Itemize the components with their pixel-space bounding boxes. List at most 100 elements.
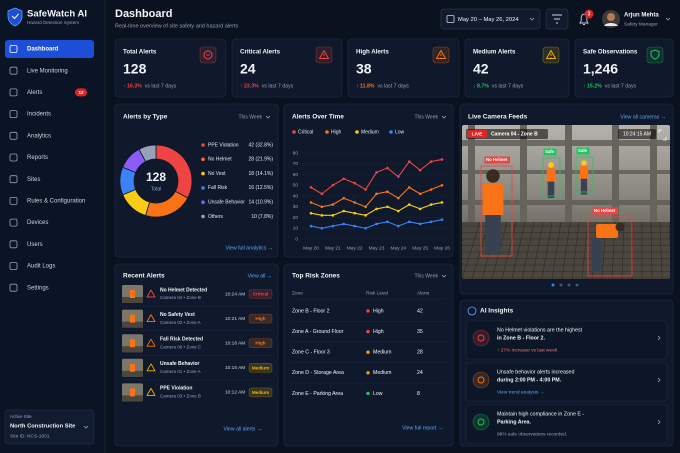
kpi-caption: vs last 7 days: [262, 83, 294, 89]
nav-icon: [9, 240, 18, 249]
camera-feed[interactable]: No Helmet Safe Safe No Helmet LIVE Camera 04 …: [462, 125, 672, 279]
legend-swatch: [201, 214, 205, 219]
chart-period[interactable]: This Week: [238, 114, 262, 120]
insight-item[interactable]: [465, 404, 668, 444]
detection-label-bg: [592, 207, 618, 215]
logo: [7, 7, 23, 27]
app-tagline: Hazard Detection System: [27, 20, 79, 25]
legend-value: 10 (7.8%): [251, 214, 273, 220]
kpi-change: ↓ 8.7%: [473, 83, 489, 89]
kpi-caption: vs last 7 days: [605, 83, 637, 89]
scene-column: [612, 125, 619, 235]
chart-period[interactable]: This Week: [414, 114, 438, 120]
carousel-dot[interactable]: [567, 283, 571, 287]
site-id: Site ID: NCS-1001: [10, 433, 50, 439]
line-point: [320, 192, 324, 196]
alert-time: 10:24 AM: [225, 291, 245, 297]
alert-time: 10:18 AM: [225, 340, 245, 346]
line-point: [386, 166, 389, 170]
detection-box: [587, 216, 633, 277]
card-footer-link[interactable]: View all alerts →: [223, 426, 262, 432]
nav-item[interactable]: Analytics: [27, 133, 51, 139]
kpi-icon: [319, 50, 329, 59]
nav-item[interactable]: Alerts: [27, 90, 42, 96]
kpi-card: [574, 38, 674, 98]
risk-level: High: [373, 329, 384, 335]
nav-item[interactable]: Live Monitoring: [27, 68, 68, 74]
site-card[interactable]: [4, 409, 95, 445]
worker-vest: [546, 168, 556, 182]
nav-icon: [9, 153, 18, 162]
rebar: [571, 221, 580, 279]
alert-icon: [146, 289, 156, 298]
card-period[interactable]: This Week: [414, 273, 438, 279]
alert-title[interactable]: Fall Risk Detected: [160, 337, 203, 343]
card-link[interactable]: View all cameras →: [620, 114, 666, 120]
risk-level: Medium: [373, 350, 391, 356]
carousel-dot[interactable]: [575, 283, 579, 287]
line-point: [429, 220, 433, 224]
alert-time: 10:12 AM: [225, 390, 245, 396]
legend-swatch: [355, 130, 359, 134]
kpi-change: ↑ 15.2%: [583, 83, 602, 89]
alert-icon: [146, 314, 156, 323]
rebar: [561, 221, 571, 279]
thumbnail-floor: [122, 346, 143, 353]
legend-swatch: [292, 130, 296, 134]
alert-title[interactable]: No Safety Vest: [160, 312, 195, 318]
alert-icon: [146, 338, 156, 347]
date-picker[interactable]: [440, 8, 541, 30]
nav-icon: [9, 110, 18, 118]
nav-item[interactable]: Users: [27, 242, 43, 248]
legend-value: 18 (14.1%): [249, 171, 274, 177]
carousel-dot[interactable]: [551, 283, 555, 287]
severity-badge: [248, 338, 273, 348]
kpi-card: [464, 38, 570, 98]
insight-item[interactable]: [465, 320, 668, 360]
line-point: [364, 188, 367, 191]
rebar: [511, 221, 526, 279]
card-title: Live Camera Feeds: [468, 114, 528, 121]
expand-icon[interactable]: [658, 129, 667, 141]
carousel-dot[interactable]: [559, 283, 563, 287]
chart-link[interactable]: View full analytics →: [226, 245, 273, 251]
nav-item[interactable]: Settings: [27, 285, 49, 291]
camera-time: 10:24:15 AM: [623, 132, 651, 138]
nav-item[interactable]: Audit Logs: [27, 264, 55, 270]
detection-label-bg: [484, 156, 510, 164]
line-point: [407, 186, 411, 189]
kpi-value: 38: [356, 61, 372, 77]
x-tick-label: May 23: [369, 245, 385, 251]
line-point: [386, 205, 389, 209]
nav-item[interactable]: Incidents: [27, 112, 51, 118]
scene-column: [650, 125, 657, 235]
nav-item[interactable]: Dashboard: [27, 47, 59, 53]
avatar-face: [607, 13, 615, 21]
nav-icon: [9, 218, 18, 227]
legend-label: Others: [208, 214, 224, 220]
nav-item[interactable]: Sites: [27, 177, 40, 183]
x-tick-label: May 22: [347, 245, 363, 251]
nav-item[interactable]: Devices: [27, 220, 48, 226]
alert-title[interactable]: Unsafe Behavior: [160, 361, 200, 367]
scene-column: [520, 125, 527, 235]
insight-item[interactable]: [465, 362, 668, 402]
card-footer-link[interactable]: View full report →: [402, 425, 443, 431]
nav-item[interactable]: Rules & Configuration: [27, 198, 85, 204]
card-title: Top Risk Zones: [292, 273, 340, 280]
nav-item[interactable]: Reports: [27, 155, 48, 161]
line-point: [407, 160, 411, 163]
line-point: [397, 196, 400, 200]
alert-title[interactable]: No Helmet Detected: [160, 287, 207, 293]
live-badge: [467, 130, 487, 138]
legend-swatch: [325, 130, 329, 134]
kpi-caption: vs last 7 days: [492, 83, 524, 89]
line-point: [364, 205, 367, 209]
card-link[interactable]: View all →: [248, 273, 272, 279]
insight-chevron: [657, 377, 661, 383]
line-point: [386, 190, 389, 193]
alert-title[interactable]: PPE Violation: [160, 386, 192, 392]
legend-label: No Vest: [208, 171, 226, 177]
line-point: [353, 211, 356, 215]
